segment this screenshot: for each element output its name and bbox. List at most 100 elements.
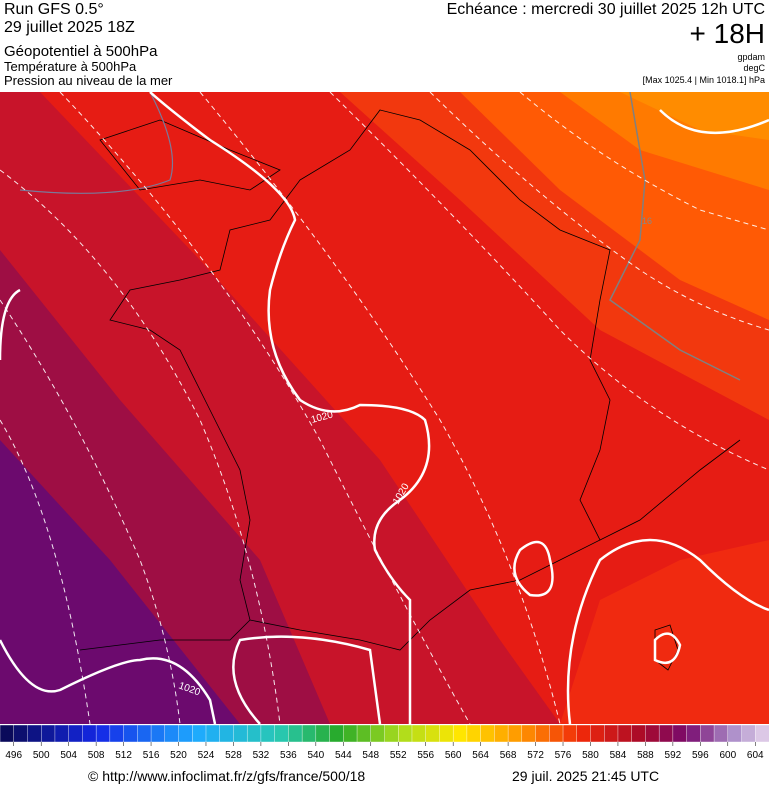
isotherm-label: 16 bbox=[642, 216, 652, 226]
colorbar-swatch bbox=[398, 724, 413, 743]
run-title: Run GFS 0.5° bbox=[4, 1, 104, 18]
colorbar-swatch bbox=[672, 724, 688, 743]
colorbar-swatch bbox=[658, 724, 674, 743]
colorbar-swatch bbox=[356, 724, 372, 743]
colorbar-swatch bbox=[178, 724, 193, 743]
colorbar-swatch bbox=[27, 724, 42, 743]
isotherm-line bbox=[609, 92, 741, 381]
footer-timestamp: 29 juil. 2025 21:45 UTC bbox=[512, 768, 659, 784]
field-geopotential: Géopotentiel à 500hPa bbox=[4, 43, 158, 60]
run-date: 29 juillet 2025 18Z bbox=[4, 19, 135, 36]
colorbar-label: 504 bbox=[60, 750, 77, 761]
colorbar-swatch bbox=[686, 724, 701, 743]
colorbar-swatch bbox=[494, 724, 509, 743]
field-band bbox=[620, 92, 769, 140]
colorbar-label: 548 bbox=[362, 750, 379, 761]
colorbar-label: 592 bbox=[665, 750, 682, 761]
colorbar-swatch bbox=[13, 724, 28, 743]
colorbar-swatch bbox=[700, 724, 715, 743]
colorbar-swatch bbox=[521, 724, 537, 743]
italy-coast bbox=[599, 439, 741, 541]
field-pressure: Pression au niveau de la mer bbox=[4, 73, 173, 88]
colorbar-label: 496 bbox=[5, 750, 22, 761]
colorbar-swatch bbox=[164, 724, 180, 743]
map: 1020 1020 1020 16 bbox=[0, 92, 769, 724]
colorbar-swatch bbox=[425, 724, 440, 743]
colorbar-swatch bbox=[507, 724, 523, 743]
colorbar-swatch bbox=[150, 724, 166, 743]
colorbar-swatch bbox=[82, 724, 97, 743]
colorbar-label: 508 bbox=[88, 750, 105, 761]
colorbar-swatch bbox=[535, 724, 550, 743]
colorbar-label: 500 bbox=[33, 750, 50, 761]
colorbar-swatch bbox=[123, 724, 138, 743]
colorbar-swatch bbox=[274, 724, 289, 743]
colorbar-label: 572 bbox=[527, 750, 544, 761]
colorbar-swatch bbox=[205, 724, 221, 743]
colorbar-label: 512 bbox=[115, 750, 132, 761]
colorbar-swatch bbox=[0, 724, 15, 743]
colorbar-label: 516 bbox=[143, 750, 160, 761]
colorbar-label: 556 bbox=[417, 750, 434, 761]
colorbar-label: 604 bbox=[747, 750, 764, 761]
colorbar-swatch bbox=[260, 724, 276, 743]
colorbar-label: 560 bbox=[445, 750, 462, 761]
colorbar-label: 520 bbox=[170, 750, 187, 761]
field-band bbox=[560, 540, 769, 724]
colorbar-swatch bbox=[727, 724, 743, 743]
colorbar-swatch bbox=[315, 724, 331, 743]
colorbar-label: 596 bbox=[692, 750, 709, 761]
geopotential-lines bbox=[0, 92, 769, 724]
colorbar-swatch bbox=[549, 724, 564, 743]
colorbar-label: 564 bbox=[472, 750, 489, 761]
pressure-range: [Max 1025.4 | Min 1018.1] hPa bbox=[643, 75, 765, 85]
colorbar-swatch bbox=[617, 724, 633, 743]
colorbar-label: 524 bbox=[198, 750, 215, 761]
colorbar-swatch bbox=[439, 724, 454, 743]
colorbar-label: 576 bbox=[555, 750, 572, 761]
isotherm-line bbox=[19, 92, 174, 194]
colorbar-swatch bbox=[713, 724, 729, 743]
unit-gpdam: gpdam bbox=[737, 52, 765, 62]
colorbar-swatch bbox=[137, 724, 152, 743]
colorbar-swatch bbox=[329, 724, 344, 743]
unit-degc: degC bbox=[743, 63, 765, 73]
colorbar-swatch bbox=[301, 724, 317, 743]
colorbar-swatch bbox=[480, 724, 495, 743]
colorbar-swatch bbox=[384, 724, 399, 743]
footer-source: © http://www.infoclimat.fr/z/gfs/france/… bbox=[88, 768, 365, 784]
colorbar-label: 568 bbox=[500, 750, 517, 761]
colorbar-swatch bbox=[755, 724, 769, 743]
colorbar-label: 552 bbox=[390, 750, 407, 761]
lead-time: + 18H bbox=[690, 18, 766, 49]
colorbar-swatch bbox=[54, 724, 70, 743]
spain-coast bbox=[79, 619, 251, 651]
colorbar-label: 588 bbox=[637, 750, 654, 761]
colorbar-swatch bbox=[219, 724, 234, 743]
colorbar-swatch bbox=[370, 724, 385, 743]
field-temperature: Température à 500hPa bbox=[4, 59, 137, 74]
france-outline bbox=[109, 109, 611, 651]
colorbar-label: 580 bbox=[582, 750, 599, 761]
colorbar: 496 500 504 508 512 516 520 524 528 532 536 540 544 5… bbox=[0, 724, 769, 761]
colorbar-label: 584 bbox=[610, 750, 627, 761]
colorbar-label: 544 bbox=[335, 750, 352, 761]
colorbar-swatch bbox=[562, 724, 578, 743]
colorbar-label: 540 bbox=[307, 750, 324, 761]
colorbar-swatch bbox=[68, 724, 83, 743]
colorbar-swatch bbox=[604, 724, 619, 743]
colorbar-swatch bbox=[452, 724, 468, 743]
colorbar-swatch bbox=[741, 724, 756, 743]
colorbar-label: 600 bbox=[719, 750, 736, 761]
colorbar-swatch bbox=[411, 724, 427, 743]
colorbar-swatch bbox=[192, 724, 207, 743]
isobar-lines bbox=[0, 92, 769, 724]
colorbar-swatch bbox=[40, 724, 56, 743]
colorbar-label: 528 bbox=[225, 750, 242, 761]
colorbar-swatch bbox=[645, 724, 660, 743]
colorbar-swatch bbox=[246, 724, 262, 743]
forecast-time: Echéance : mercredi 30 juillet 2025 12h … bbox=[447, 1, 765, 18]
colorbar-swatch bbox=[343, 724, 358, 743]
colorbar-swatch bbox=[233, 724, 248, 743]
